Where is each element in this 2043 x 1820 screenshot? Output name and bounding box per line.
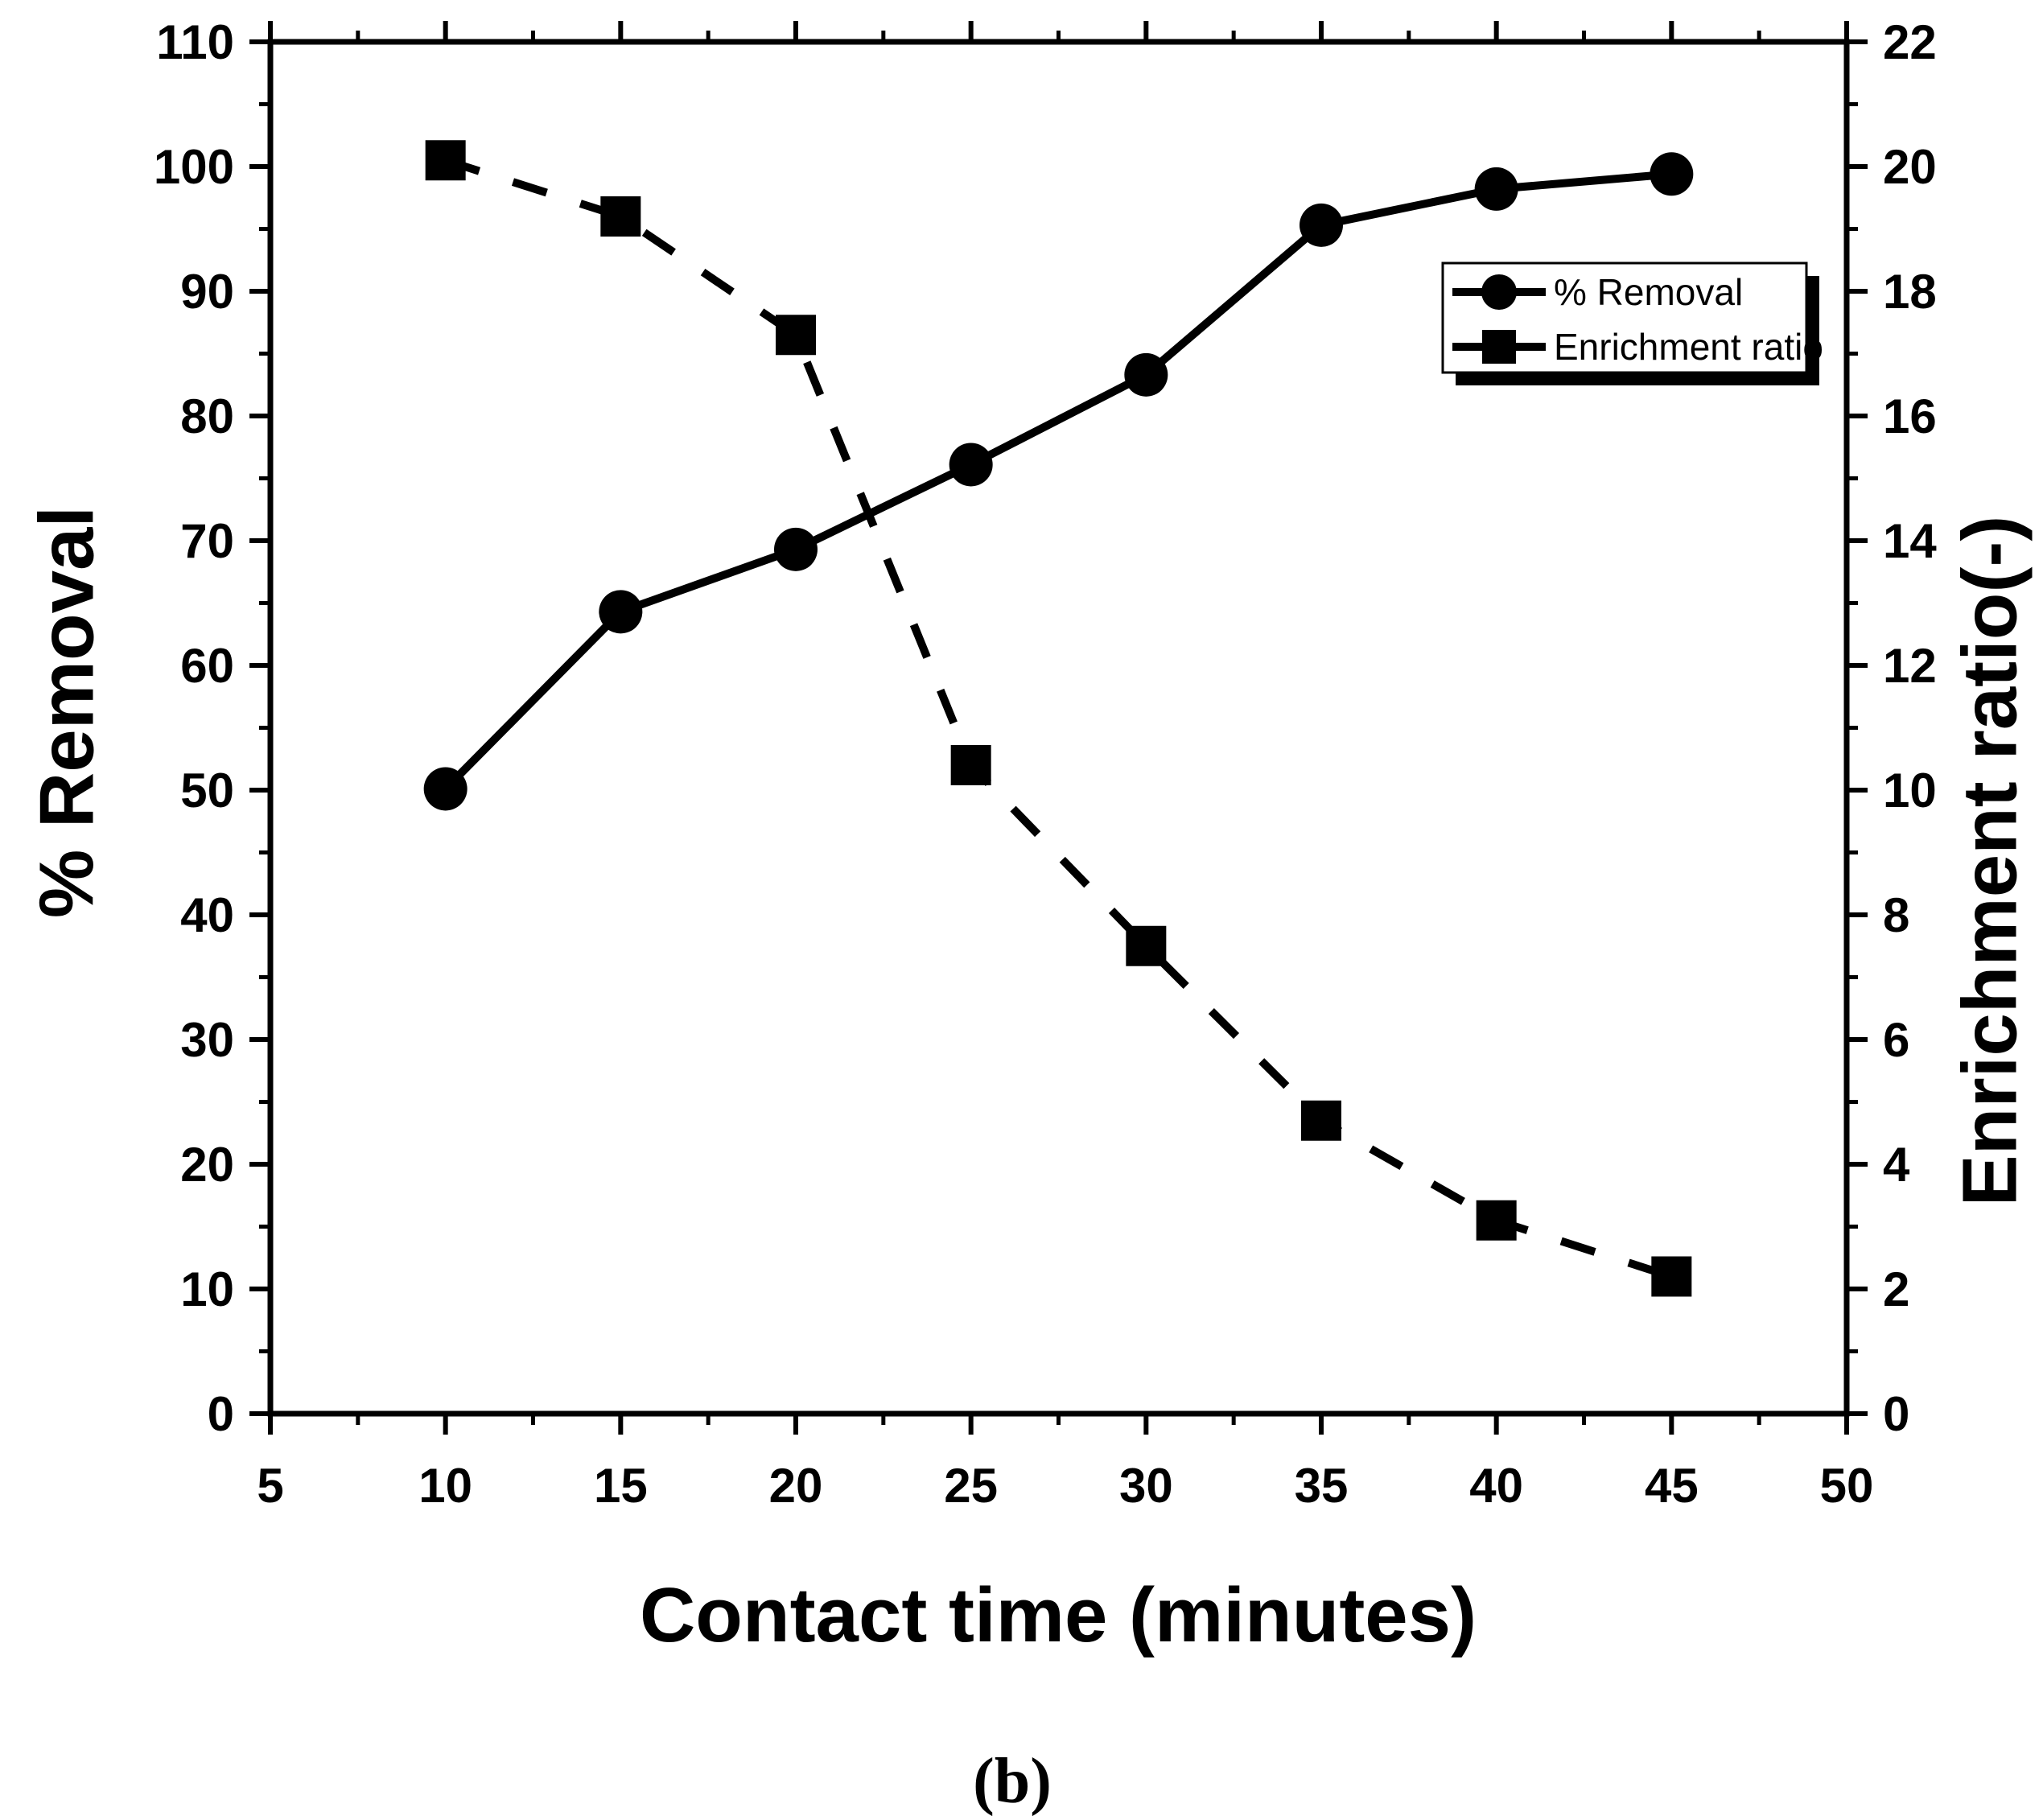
y2-tick-label: 8 xyxy=(1883,888,1909,942)
data-point-square xyxy=(1301,1100,1341,1141)
figure-caption: (b) xyxy=(973,1746,1052,1817)
y2-tick-label: 16 xyxy=(1883,389,1937,443)
series-line-0 xyxy=(443,170,1672,792)
x-tick-label: 5 xyxy=(257,1459,283,1513)
series-layer xyxy=(423,140,1694,1297)
axes: 5 10 15 20 25 30 35 40 45 50010203040506070809010… xyxy=(154,15,1937,1513)
y-tick-label: 60 xyxy=(180,639,234,693)
x-tick-label: 30 xyxy=(1119,1459,1173,1513)
data-point-circle xyxy=(774,527,818,571)
x-tick-label: 45 xyxy=(1645,1459,1699,1513)
y2-tick-label: 12 xyxy=(1883,639,1937,693)
data-point-square xyxy=(600,196,641,237)
x-axis-title: Contact time (minutes) xyxy=(640,1572,1477,1658)
x-tick-label: 35 xyxy=(1295,1459,1349,1513)
y-tick-label: 40 xyxy=(180,888,234,942)
data-point-square xyxy=(1126,925,1167,966)
y2-tick-label: 6 xyxy=(1883,1013,1909,1067)
y2-tick-label: 2 xyxy=(1883,1262,1909,1316)
legend: % Removal Enrichment ratio xyxy=(1441,261,1823,385)
y2-tick-label: 4 xyxy=(1883,1138,1910,1192)
y2-tick-label: 10 xyxy=(1883,764,1937,817)
y2-axis-title: Enrichment ratio(-) xyxy=(1946,516,2033,1207)
x-tick-label: 50 xyxy=(1820,1459,1874,1513)
data-point-circle xyxy=(1650,152,1694,196)
y2-tick-label: 0 xyxy=(1883,1387,1909,1441)
y2-tick-label: 14 xyxy=(1883,514,1937,568)
data-point-circle xyxy=(1124,352,1168,397)
data-point-square xyxy=(1651,1256,1692,1297)
data-point-circle xyxy=(599,590,643,634)
data-point-circle xyxy=(949,443,993,487)
legend-label-1: Enrichment ratio xyxy=(1554,326,1823,368)
y-tick-label: 50 xyxy=(180,764,234,817)
legend-label-0: % Removal xyxy=(1554,271,1743,313)
y-axis-title: % Removal xyxy=(23,506,109,918)
series-line-1 xyxy=(444,156,1673,1281)
y-tick-label: 70 xyxy=(180,514,234,568)
y2-tick-label: 18 xyxy=(1883,265,1937,319)
y-tick-label: 30 xyxy=(180,1013,234,1067)
data-point-square xyxy=(776,315,816,356)
y-tick-label: 20 xyxy=(180,1138,234,1192)
y-tick-label: 80 xyxy=(180,389,234,443)
data-point-square xyxy=(950,745,991,785)
y2-tick-label: 20 xyxy=(1883,140,1937,194)
data-point-square xyxy=(1476,1200,1517,1241)
x-tick-label: 20 xyxy=(769,1459,823,1513)
y-tick-label: 0 xyxy=(208,1387,234,1441)
y-tick-label: 110 xyxy=(156,15,234,69)
y-tick-label: 90 xyxy=(180,265,234,319)
y-tick-label: 100 xyxy=(154,140,234,194)
data-point-circle xyxy=(423,767,468,811)
x-tick-label: 40 xyxy=(1469,1459,1523,1513)
data-point-square xyxy=(425,140,466,181)
x-tick-label: 15 xyxy=(594,1459,648,1513)
x-tick-label: 10 xyxy=(418,1459,472,1513)
legend-marker-square xyxy=(1482,330,1516,364)
x-tick-label: 25 xyxy=(944,1459,998,1513)
legend-marker-circle xyxy=(1481,274,1517,310)
y-tick-label: 10 xyxy=(180,1262,234,1316)
y2-tick-label: 22 xyxy=(1883,15,1937,69)
data-point-circle xyxy=(1300,203,1343,247)
data-point-circle xyxy=(1474,167,1518,211)
